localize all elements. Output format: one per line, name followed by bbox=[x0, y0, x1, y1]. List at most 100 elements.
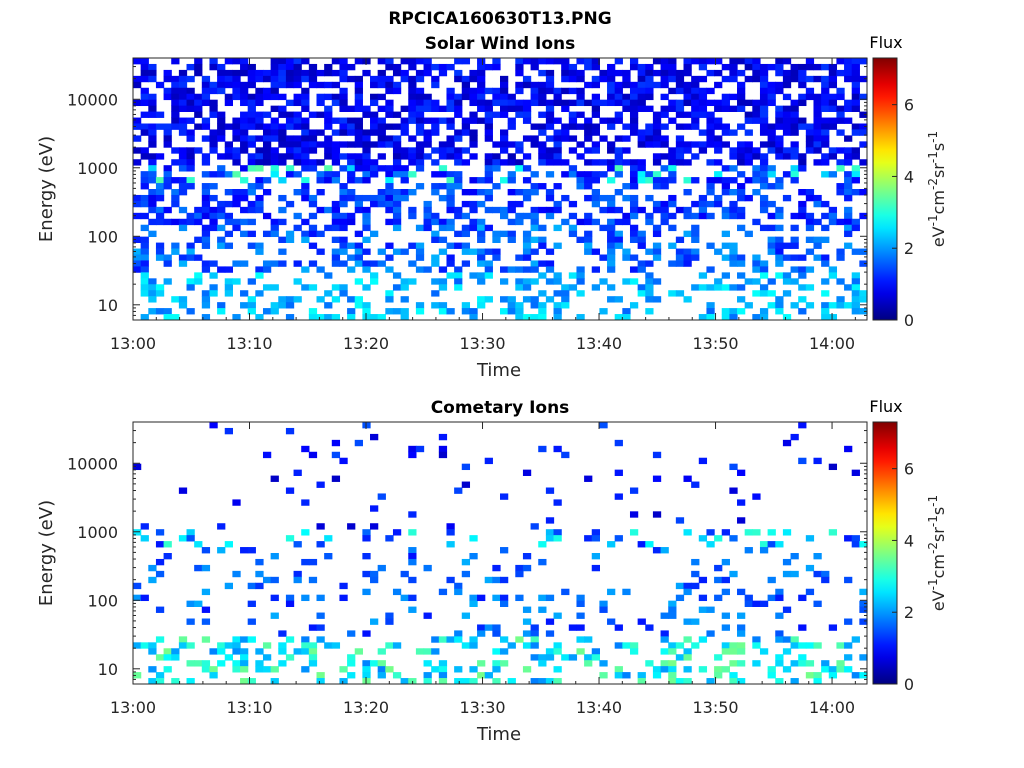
heatmap-cell bbox=[614, 296, 623, 303]
heatmap-cell bbox=[561, 129, 570, 136]
heatmap-cell bbox=[805, 660, 815, 667]
heatmap-cell bbox=[240, 290, 249, 297]
heatmap-cell bbox=[675, 517, 685, 524]
heatmap-cell bbox=[561, 159, 570, 166]
heatmap-cell bbox=[668, 224, 677, 232]
heatmap-cell bbox=[859, 93, 868, 101]
heatmap-cell bbox=[140, 642, 149, 649]
heatmap-cell bbox=[133, 672, 142, 679]
heatmap-cell bbox=[285, 600, 295, 607]
heatmap-cell bbox=[293, 123, 302, 130]
heatmap-cell bbox=[721, 576, 730, 584]
heatmap-cell bbox=[446, 135, 455, 142]
heatmap-cell bbox=[316, 624, 325, 631]
heatmap-cell bbox=[224, 153, 233, 160]
heatmap-cell bbox=[347, 296, 356, 303]
heatmap-cell bbox=[408, 58, 417, 65]
heatmap-cell bbox=[813, 600, 822, 607]
heatmap-cell bbox=[545, 171, 555, 178]
heatmap-cell bbox=[721, 93, 730, 101]
heatmap-cell bbox=[591, 248, 600, 255]
heatmap-cell bbox=[354, 141, 363, 148]
heatmap-cell bbox=[201, 99, 211, 107]
heatmap-cell bbox=[431, 236, 440, 243]
heatmap-cell bbox=[844, 58, 853, 65]
heatmap-cell bbox=[255, 93, 264, 101]
heatmap-cell bbox=[454, 99, 463, 107]
heatmap-cell bbox=[232, 660, 241, 667]
heatmap-cell bbox=[622, 212, 631, 220]
heatmap-cell bbox=[408, 451, 417, 459]
heatmap-cell bbox=[844, 99, 853, 107]
heatmap-cell bbox=[844, 284, 853, 291]
heatmap-cell bbox=[836, 278, 845, 285]
heatmap-cell bbox=[438, 147, 448, 154]
heatmap-cell bbox=[354, 296, 363, 303]
heatmap-cell bbox=[798, 123, 807, 130]
heatmap-cell bbox=[545, 58, 555, 65]
heatmap-cell bbox=[217, 642, 226, 649]
heatmap-cell bbox=[201, 588, 211, 596]
heatmap-cell bbox=[133, 147, 142, 154]
heatmap-cell bbox=[362, 224, 371, 232]
heatmap-cell bbox=[629, 99, 639, 107]
heatmap-cell bbox=[423, 612, 432, 619]
heatmap-cell bbox=[584, 230, 593, 238]
heatmap-cell bbox=[477, 75, 486, 83]
heatmap-cell bbox=[438, 666, 448, 673]
heatmap-cell bbox=[140, 254, 149, 261]
heatmap-cell bbox=[178, 129, 188, 136]
heatmap-cell bbox=[721, 177, 730, 184]
heatmap-cell bbox=[691, 570, 700, 578]
heatmap-cell bbox=[691, 236, 700, 243]
heatmap-cell bbox=[759, 224, 769, 232]
heatmap-cell bbox=[201, 153, 211, 160]
heatmap-cell bbox=[629, 254, 639, 261]
heatmap-cell bbox=[599, 660, 608, 667]
heatmap-cell bbox=[484, 153, 493, 160]
heatmap-cell bbox=[454, 212, 463, 220]
heatmap-cell bbox=[851, 189, 860, 196]
heatmap-cell bbox=[484, 177, 493, 184]
heatmap-cell bbox=[301, 183, 310, 190]
heatmap-cell bbox=[851, 165, 860, 172]
heatmap-cell bbox=[706, 87, 715, 95]
heatmap-cell bbox=[782, 648, 792, 655]
heatmap-cell bbox=[729, 58, 738, 65]
heatmap-cell bbox=[431, 105, 440, 112]
heatmap-cell bbox=[446, 206, 455, 214]
heatmap-cell bbox=[484, 111, 493, 118]
heatmap-cell bbox=[201, 236, 211, 243]
heatmap-cell bbox=[308, 75, 318, 83]
heatmap-cell bbox=[209, 206, 218, 214]
heatmap-cell bbox=[163, 129, 172, 136]
heatmap-cell bbox=[660, 218, 669, 226]
heatmap-cell bbox=[431, 218, 440, 226]
heatmap-cell bbox=[324, 314, 333, 321]
heatmap-cell bbox=[553, 93, 562, 101]
heatmap-cell bbox=[821, 123, 830, 130]
heatmap-cell bbox=[599, 69, 608, 77]
heatmap-cell bbox=[798, 296, 807, 303]
heatmap-cell bbox=[477, 224, 486, 232]
heatmap-cell bbox=[652, 200, 662, 208]
heatmap-cell bbox=[178, 218, 188, 226]
heatmap-cell bbox=[652, 129, 662, 136]
heatmap-cell bbox=[324, 272, 333, 279]
heatmap-cell bbox=[836, 105, 845, 112]
heatmap-cell bbox=[859, 123, 868, 130]
heatmap-cell bbox=[660, 111, 669, 118]
x-tick-label: 14:00 bbox=[809, 334, 855, 353]
heatmap-cell bbox=[209, 290, 218, 297]
heatmap-cell bbox=[698, 147, 708, 154]
heatmap-cell bbox=[217, 153, 226, 160]
heatmap-cell bbox=[454, 582, 463, 590]
heatmap-cell bbox=[178, 224, 188, 232]
heatmap-cell bbox=[683, 666, 692, 673]
heatmap-cell bbox=[507, 105, 516, 112]
heatmap-cell bbox=[247, 218, 256, 226]
heatmap-cell bbox=[737, 183, 746, 190]
heatmap-cell bbox=[737, 194, 746, 202]
heatmap-cell bbox=[737, 296, 746, 303]
heatmap-cell bbox=[446, 99, 455, 107]
